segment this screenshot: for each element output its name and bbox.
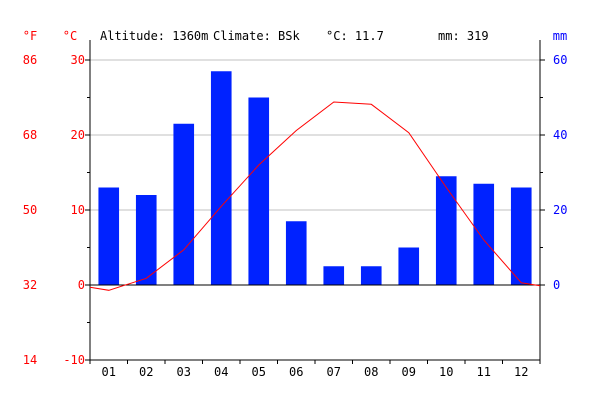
fahrenheit-tick-label: 86 [23,53,37,67]
total-precipitation-label: mm: 319 [438,29,489,43]
month-label-02: 02 [139,365,153,379]
precipitation-bar-09 [398,247,420,285]
axes [85,40,545,364]
celsius-tick-label: 30 [71,53,85,67]
fahrenheit-tick-label: 50 [23,203,37,217]
month-label-03: 03 [177,365,191,379]
precipitation-bar-10 [435,176,457,285]
mm-tick-label: 20 [553,203,567,217]
month-label-12: 12 [514,365,528,379]
mm-tick-label: 40 [553,128,567,142]
mm-tick-label: 0 [553,278,560,292]
precipitation-bar-08 [360,266,382,285]
altitude-label: Altitude: 1360m [100,29,208,43]
tick-labels: -10 0 10 20 30 14 32 50 68 86 0 20 40 60 01 02 03 04 05 06 0… [23,53,568,379]
celsius-tick-label: 10 [71,203,85,217]
temperature-line-group [89,101,541,291]
fahrenheit-tick-label: 32 [23,278,37,292]
precipitation-bar-12 [510,187,532,285]
precipitation-bar-07 [323,266,345,285]
celsius-tick-label: -10 [63,353,85,367]
millimeters-unit-label: mm [553,29,567,43]
month-label-08: 08 [364,365,378,379]
fahrenheit-tick-label: 14 [23,353,37,367]
month-label-04: 04 [214,365,228,379]
mm-tick-label: 60 [553,53,567,67]
precipitation-bar-06 [285,221,307,285]
celsius-unit-label: °C [63,29,77,43]
precipitation-bars [98,71,532,285]
month-label-07: 07 [327,365,341,379]
month-label-05: 05 [252,365,266,379]
month-label-10: 10 [439,365,453,379]
precipitation-bar-11 [473,183,495,285]
precipitation-bar-01 [98,187,120,285]
grid-lines [90,59,540,211]
precipitation-bar-03 [173,123,195,285]
precipitation-bar-05 [248,97,270,285]
climate-label: Climate: BSk [213,29,300,43]
fahrenheit-tick-label: 68 [23,128,37,142]
month-label-01: 01 [102,365,116,379]
temperature-line [89,101,541,291]
fahrenheit-unit-label: °F [23,29,37,43]
mean-temperature-label: °C: 11.7 [326,29,384,43]
celsius-tick-label: 0 [78,278,85,292]
month-label-09: 09 [402,365,416,379]
celsius-tick-label: 20 [71,128,85,142]
precipitation-bar-02 [135,195,157,285]
precipitation-bar-04 [210,71,232,285]
month-label-11: 11 [477,365,491,379]
month-label-06: 06 [289,365,303,379]
